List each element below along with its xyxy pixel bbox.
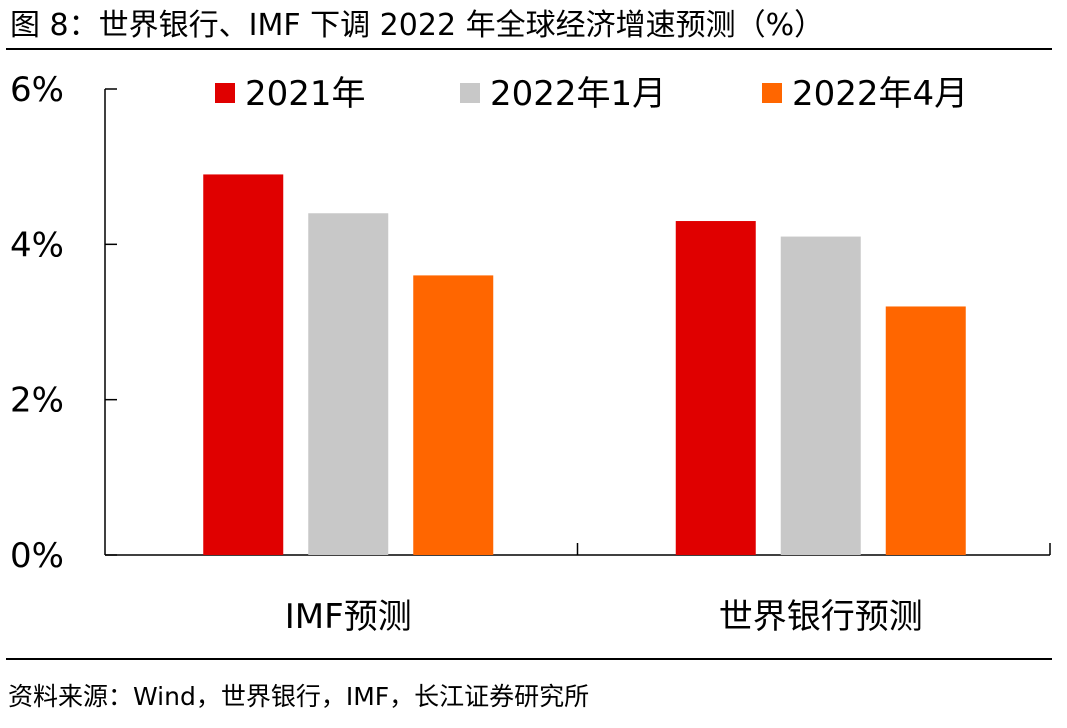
- legend-label: 2022年1月: [490, 74, 666, 114]
- legend-label: 2022年4月: [792, 74, 968, 114]
- legend: 2021年 2022年1月 2022年4月: [215, 74, 968, 114]
- bars: [203, 174, 966, 556]
- title-rule: [6, 48, 1052, 50]
- legend-swatch: [215, 83, 235, 103]
- y-tick-label: 4%: [10, 225, 64, 265]
- y-axis: 0% 2% 4% 6%: [10, 70, 117, 576]
- y-tick-label: 2%: [10, 381, 64, 421]
- y-tick-label: 0%: [10, 536, 64, 576]
- bar: [675, 221, 756, 556]
- bar: [413, 275, 494, 555]
- legend-label: 2021年: [245, 74, 366, 114]
- bar: [203, 174, 284, 555]
- legend-swatch: [460, 83, 480, 103]
- y-tick-label: 6%: [10, 70, 64, 110]
- bar-chart: 0% 2% 4% 6% IMF预测 世界银行预测 2021年 2022年1月 2022年4月: [10, 70, 1051, 637]
- source-rule: [6, 658, 1052, 660]
- figure-title: 图 8：世界银行、IMF 下调 2022 年全球经济增速预测（%）: [10, 8, 825, 43]
- bar: [885, 306, 966, 555]
- x-category-label: 世界银行预测: [719, 597, 923, 637]
- category-labels: IMF预测 世界银行预测: [285, 597, 923, 637]
- legend-swatch: [762, 83, 782, 103]
- bar: [780, 236, 861, 556]
- x-category-label: IMF预测: [285, 597, 412, 637]
- source-note: 资料来源：Wind，世界银行，IMF，长江证券研究所: [8, 682, 590, 711]
- bar: [308, 213, 389, 555]
